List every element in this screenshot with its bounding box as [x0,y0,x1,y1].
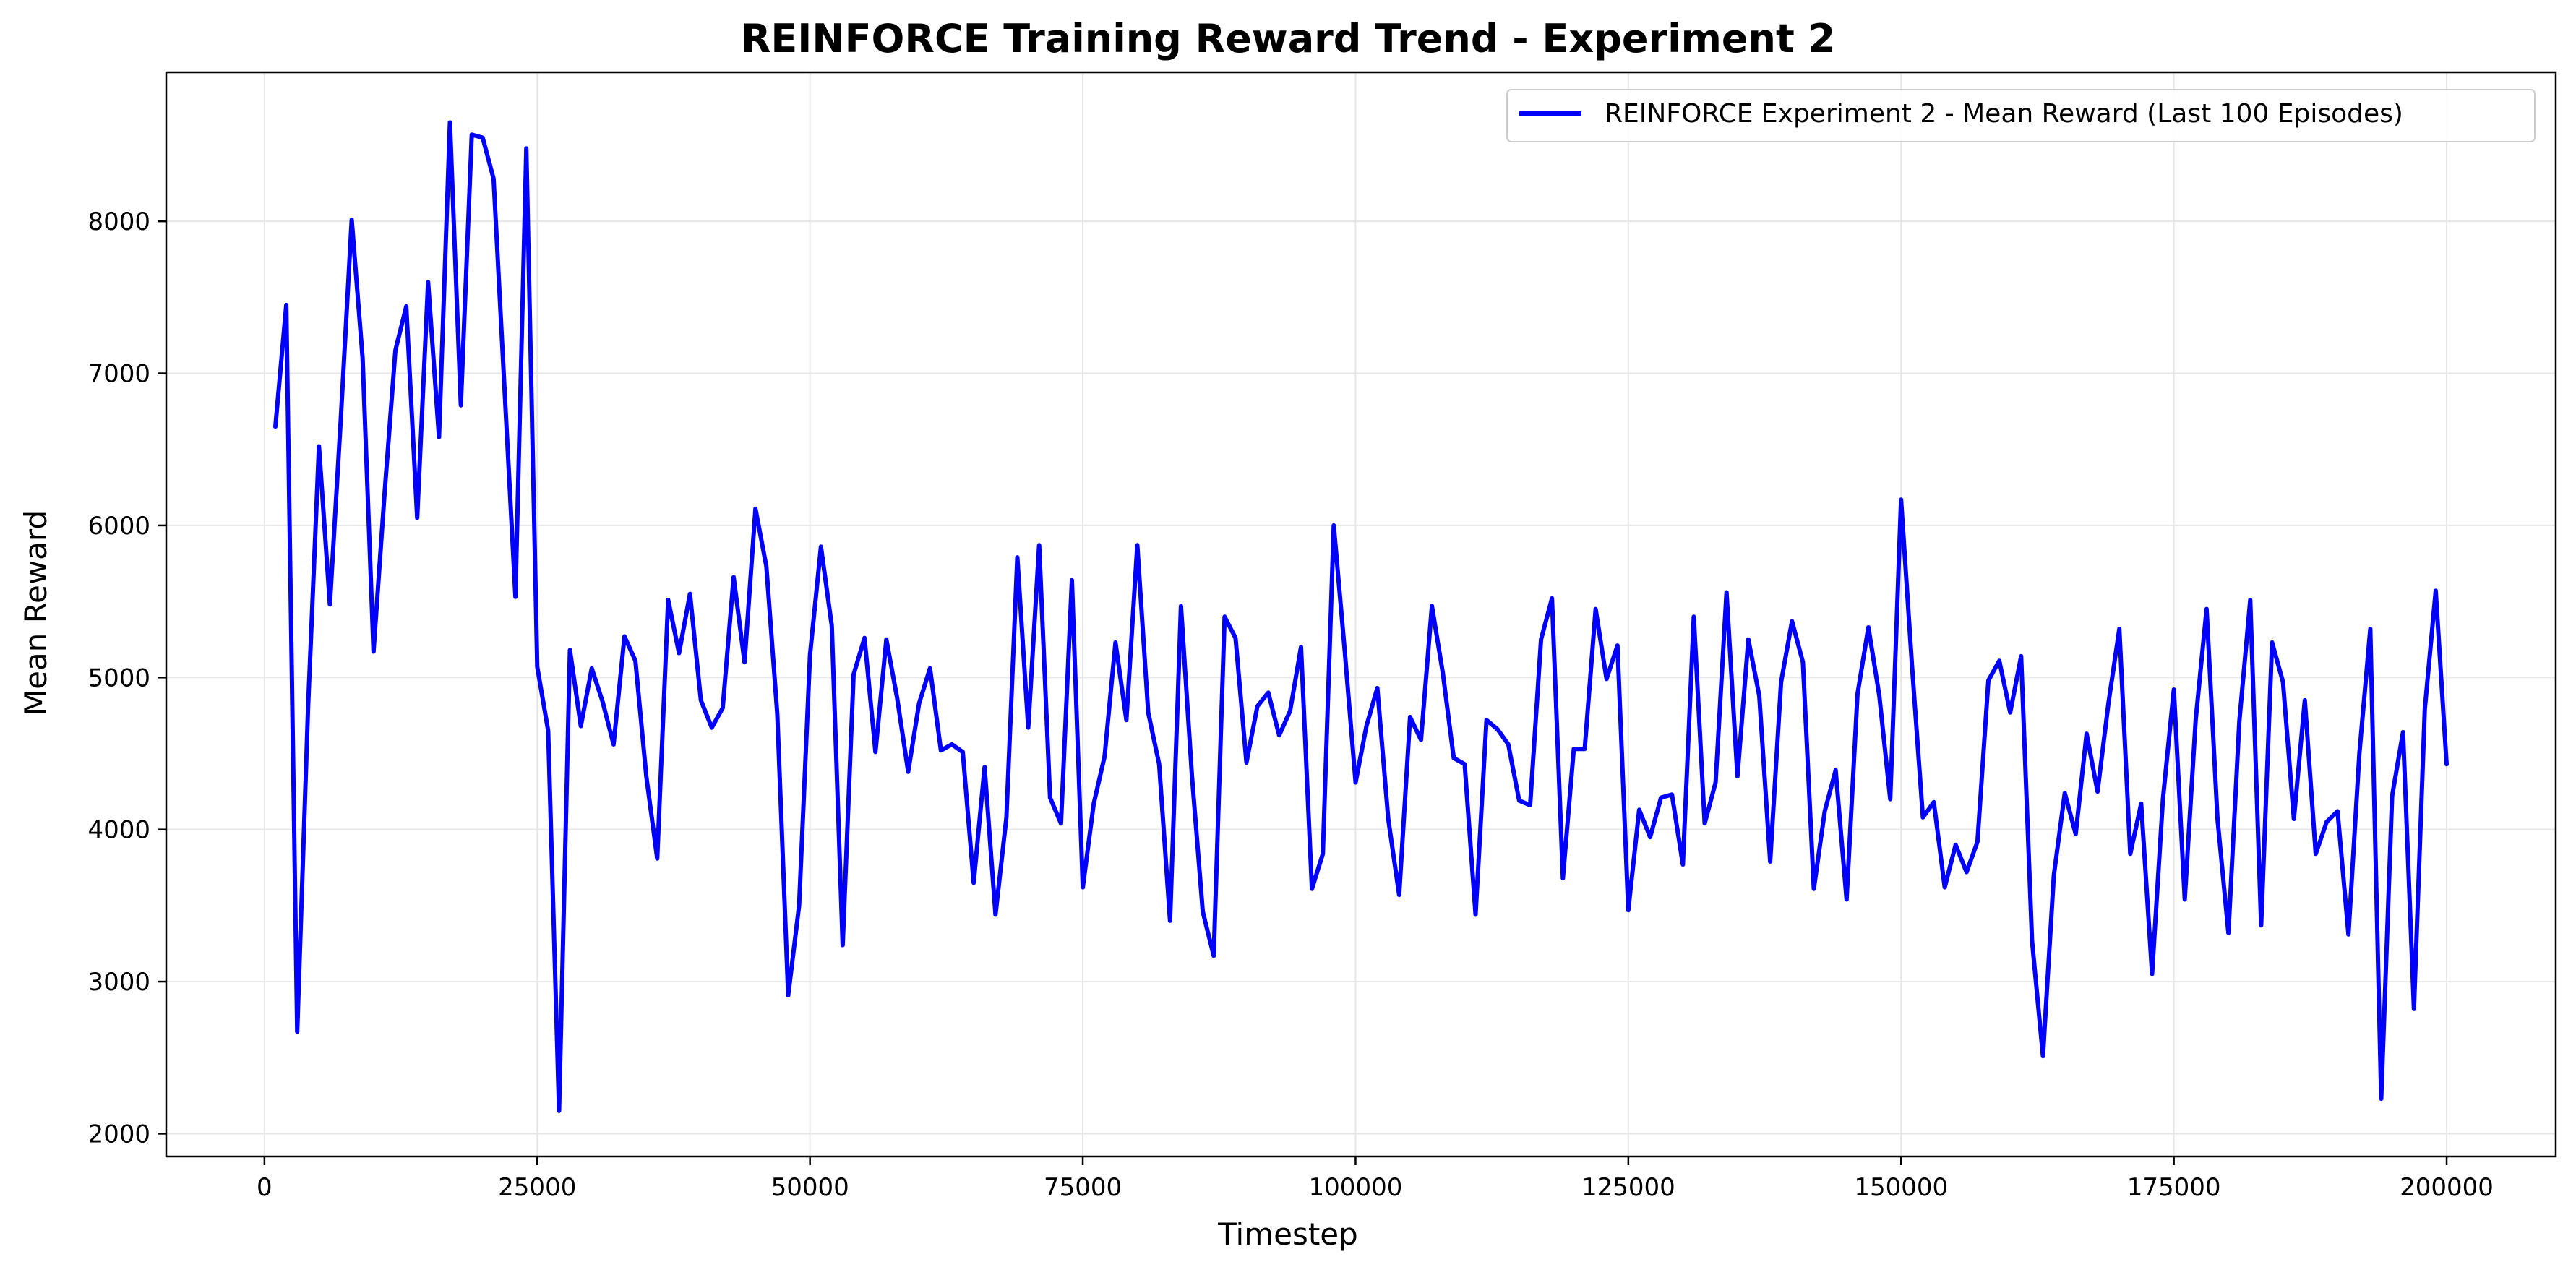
y-tick-label: 5000 [87,664,150,692]
x-tick-label: 0 [257,1173,272,1202]
y-tick-label: 8000 [87,207,150,236]
x-tick-label: 125000 [1581,1173,1675,1202]
x-tick-label: 175000 [2127,1173,2221,1202]
chart-title: REINFORCE Training Reward Trend - Experi… [741,16,1835,61]
plot-area-frame [165,71,2557,1158]
x-axis-ticks: 0 25000 50000 75000 100000 125000 150000 175000… [257,1156,2494,1202]
y-tick-label: 3000 [87,968,150,997]
x-tick-label: 75000 [1044,1173,1122,1202]
y-tick-label: 4000 [87,816,150,845]
x-tick-label: 25000 [498,1173,576,1202]
x-tick-label: 100000 [1309,1173,1403,1202]
x-tick-label: 150000 [1854,1173,1948,1202]
mean-reward-series-line [273,120,2449,1113]
legend-box [1506,89,2536,142]
legend-label: REINFORCE Experiment 2 - Mean Reward (La… [1605,99,2403,129]
x-axis-title: Timestep [1217,1216,1358,1252]
x-tick-label: 50000 [771,1173,849,1202]
y-tick-label: 6000 [87,512,150,541]
y-axis-title: Mean Reward [18,510,53,716]
y-axis-ticks: 2000 3000 4000 5000 6000 7000 8000 [87,207,166,1149]
y-tick-label: 7000 [87,360,150,389]
x-tick-label: 200000 [2400,1173,2494,1202]
y-tick-label: 2000 [87,1120,150,1149]
legend: REINFORCE Experiment 2 - Mean Reward (La… [1506,89,2536,142]
